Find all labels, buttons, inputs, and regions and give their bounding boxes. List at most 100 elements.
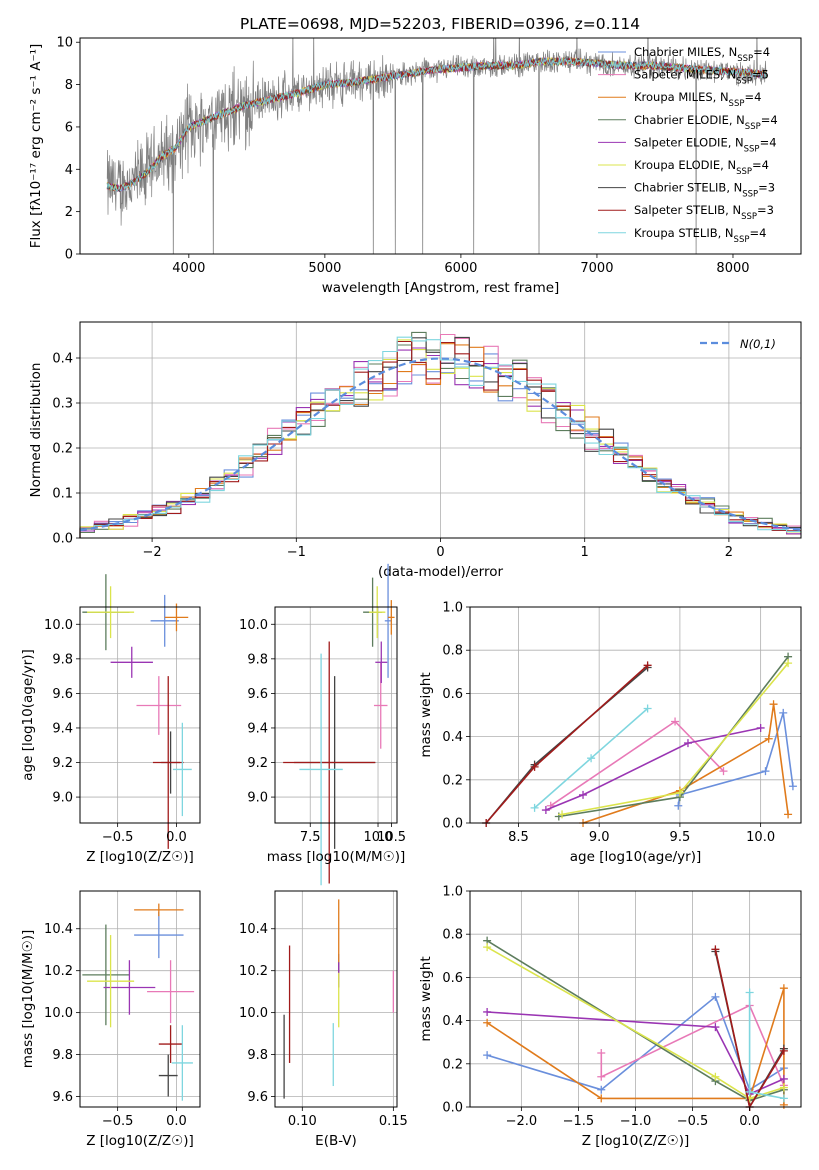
x-tick-label: 6000 [444,261,477,276]
weight-marker [779,1094,788,1103]
x-tick-label: −1.0 [620,1114,652,1129]
y-tick-label: 10.0 [44,618,73,633]
plot-area-mass_vs_ebv [283,899,395,1099]
errorbar-point-5 [87,935,135,1028]
weight-marker [530,762,539,771]
y-tick-label: 0.1 [52,487,73,502]
errorbar-point-4 [103,960,156,1015]
x-axis-label: E(B-V) [315,1133,357,1149]
x-tick-label: 0.0 [166,830,187,845]
plot-area-mass_vs_z [82,903,195,1101]
weight-marker [788,782,797,791]
axes-frame [274,606,398,824]
plot-area-weight_vs_age [482,652,797,827]
errorbar-point-4 [110,646,153,678]
y-tick-label: 10.0 [239,618,268,633]
weight-marker [779,1074,788,1083]
weight-marker [483,1018,492,1027]
plot-area-residuals [79,331,802,538]
weight-marker [643,704,652,713]
weight-marker [483,943,492,952]
axes-frame [274,890,398,1108]
x-tick-label: −1.5 [563,1114,595,1129]
errorbar-point-3 [82,924,130,1026]
residual-histogram-8 [79,336,801,538]
y-tick-label: 0.4 [442,1014,463,1029]
x-tick-label: 10.5 [377,830,406,845]
y-axis-label: Flux [fλ10⁻¹⁷ erg cm⁻² s⁻¹ A⁻¹] [28,44,44,249]
weight-marker [779,1046,788,1055]
x-tick-label: 0.15 [379,1114,408,1129]
plot-area-age_vs_z [82,574,192,849]
weight-marker [683,739,692,748]
weight-marker [745,988,754,997]
y-tick-label: 0.0 [442,817,463,832]
y-tick-label: 0.0 [52,532,73,547]
x-tick-label: 4000 [172,261,205,276]
legend-entry-normal: N(0,1) [740,337,776,351]
weight-marker [541,806,550,815]
weight-line-4 [545,727,761,811]
x-tick-label: −0.5 [102,1114,134,1129]
weight-line-5 [486,946,785,1100]
y-tick-label: 9.6 [52,687,73,702]
axes-frame [79,37,802,255]
weight-marker [483,1051,492,1060]
weight-marker [779,708,788,717]
axes-frame [79,890,201,1108]
y-tick-label: 9.8 [52,1048,73,1063]
model-line-8 [106,57,768,193]
y-tick-label: 2 [65,205,73,220]
y-tick-label: 0.2 [442,773,463,788]
weight-marker [597,1094,606,1103]
x-tick-label: 7.5 [300,830,321,845]
y-tick-label: 0.3 [52,397,73,412]
y-axis-label: age [log10(age/yr)] [20,649,36,781]
x-tick-label: −0.5 [677,1114,709,1129]
errorbar-point-7 [283,641,376,884]
weight-marker [597,1072,606,1081]
weight-marker [530,803,539,812]
model-line-7 [106,56,768,192]
y-axis-label: mass weight [418,956,434,1041]
y-tick-label: 0.2 [442,1057,463,1072]
y-tick-label: 9.6 [52,1090,73,1105]
axes-frame [469,606,802,824]
errorbar-point-6 [158,1054,178,1097]
errorbar-point-1 [147,960,195,1024]
x-axis-label: wavelength [Angstrom, rest frame] [322,280,560,296]
errorbar-point-8 [172,722,192,817]
errorbar-point-8 [299,653,343,886]
y-tick-label: 10.0 [44,1006,73,1021]
x-tick-label: 9.5 [670,830,691,845]
x-tick-label: 2 [725,545,733,560]
x-tick-label: 8000 [716,261,749,276]
weight-marker [671,717,680,726]
weight-marker [761,767,770,776]
plot-area-weight_vs_z [483,936,788,1111]
y-tick-label: 0.6 [442,687,463,702]
weight-marker [597,1085,606,1094]
weight-marker [674,801,683,810]
errorbar-point-5 [87,586,135,639]
y-tick-label: 9.8 [247,652,268,667]
weight-line-4 [487,1011,785,1096]
panel-mass_vs_z: −0.5 0.0 9.6 9.8 10.0 10.2 10.4 Z [log10(Z/Z☉)]… [20,890,201,1149]
y-tick-label: 10 [56,36,73,51]
weight-marker [784,810,793,819]
x-tick-label: −0.5 [102,830,134,845]
y-tick-label: 4 [65,163,73,178]
y-tick-label: 0.0 [442,1101,463,1116]
panel-residuals: −2 −1 0 1 2 0.0 0.1 0.2 0.3 0.4 (data-model)/error… [28,321,802,580]
panel-weight_vs_age: 8.5 9.0 9.5 10.0 0.0 0.2 0.4 0.6 0.8 1.0 age [log1… [418,601,802,865]
figure-title: PLATE=0698, MJD=52203, FIBERID=0396, z=0… [240,15,640,33]
weight-marker [579,790,588,799]
x-axis-label: age [log10(age/yr)] [570,849,702,865]
y-tick-label: 0.2 [52,442,73,457]
errorbar-point-2 [388,600,395,635]
x-axis-label: (data-model)/error [378,564,504,580]
errorbar-point-5 [369,586,386,639]
y-tick-label: 9.2 [52,756,73,771]
errorbar-point-2 [164,603,189,632]
y-tick-label: 0.8 [442,928,463,943]
